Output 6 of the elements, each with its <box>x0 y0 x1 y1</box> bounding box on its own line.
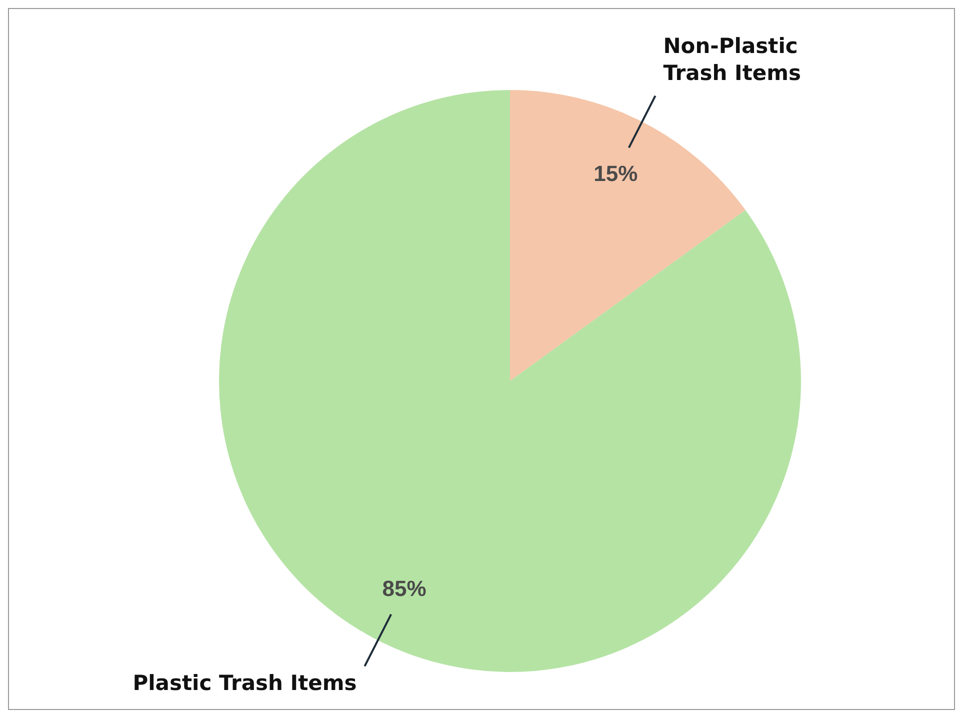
slice-label: Non-Plastic Trash Items <box>663 34 802 86</box>
slice-label: Plastic Trash Items <box>132 670 357 695</box>
pie-slice <box>219 90 801 672</box>
data-label: 85% <box>382 576 426 601</box>
data-label: 15% <box>594 161 638 186</box>
pie-slice <box>510 90 746 381</box>
